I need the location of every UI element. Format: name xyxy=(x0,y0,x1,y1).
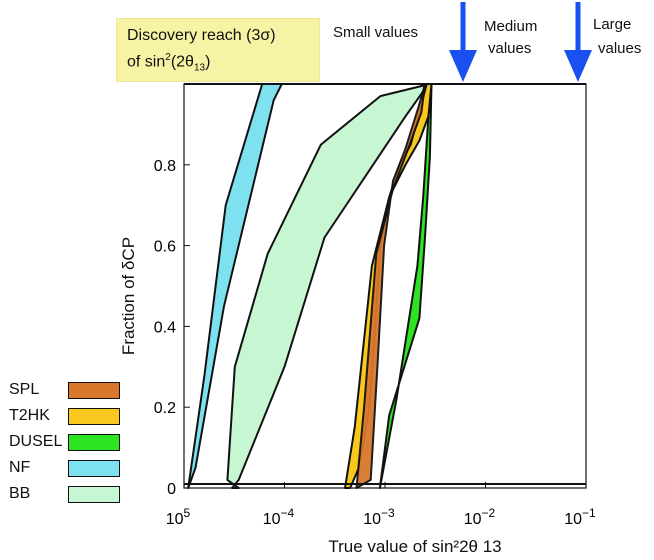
medium-values-label-line2: values xyxy=(488,40,532,57)
y-tick-label: 0 xyxy=(167,481,176,498)
series-spl-band xyxy=(355,83,426,489)
legend-item-dusel: DUSEL xyxy=(6,432,126,454)
x-tick-label: 10−3 xyxy=(363,506,395,528)
title-suffix: ) xyxy=(205,53,211,71)
legend-swatch-nf xyxy=(68,460,120,477)
legend-item-nf: NF xyxy=(6,458,126,480)
title-line-2: of sin2(2θ13) xyxy=(127,52,210,74)
legend-label-bb: BB xyxy=(9,485,31,502)
legend-item-bb: BB xyxy=(6,484,126,506)
legend-item-t2hk: T2HK xyxy=(6,406,126,428)
x-tick-label: 10−4 xyxy=(263,506,295,528)
medium-values-label-line1: Medium xyxy=(484,18,538,35)
title-line-1: Discovery reach (3σ) xyxy=(127,27,276,44)
large-values-label-line1: Large xyxy=(593,16,632,33)
legend-swatch-bb xyxy=(68,486,120,503)
x-tick-label: 10−1 xyxy=(564,506,596,528)
x-tick-label: 10−2 xyxy=(464,506,496,528)
small-values-label: Small values xyxy=(333,24,419,41)
y-tick-label: 0.2 xyxy=(154,400,176,417)
legend-item-spl: SPL xyxy=(6,380,126,402)
series-layer xyxy=(187,83,433,489)
legend-label-dusel: DUSEL xyxy=(9,433,63,450)
legend-label-spl: SPL xyxy=(9,381,40,398)
x-axis-label: True value of sin²2θ 13 xyxy=(328,537,501,556)
title-box: Discovery reach (3σ) of sin2(2θ13) xyxy=(116,18,320,82)
medium-arrow xyxy=(449,2,477,82)
y-tick-label: 0.6 xyxy=(154,239,176,256)
large-arrow xyxy=(564,2,592,82)
legend-swatch-spl xyxy=(68,382,120,399)
y-axis-label: Fraction of δCP xyxy=(119,237,138,355)
large-values-label-line2: values xyxy=(598,40,642,57)
legend-label-nf: NF xyxy=(9,459,31,476)
legend-label-t2hk: T2HK xyxy=(9,407,50,424)
series-bb-band xyxy=(226,83,431,489)
x-tick-label: 105 xyxy=(166,506,191,528)
title-mid: (2θ xyxy=(170,53,194,71)
y-tick-label: 0.4 xyxy=(154,319,176,336)
y-tick-label: 0.8 xyxy=(154,158,176,175)
arrows-layer xyxy=(449,2,592,82)
title-sup: 2 xyxy=(165,52,171,63)
title-prefix: of sin xyxy=(127,53,166,71)
legend-swatch-t2hk xyxy=(68,408,120,425)
title-sub: 13 xyxy=(193,62,206,74)
legend-swatch-dusel xyxy=(68,434,120,451)
ticks-layer: 0 0.2 0.4 0.6 0.8 105 10−4 10−3 10−2 10−1 xyxy=(154,158,596,528)
